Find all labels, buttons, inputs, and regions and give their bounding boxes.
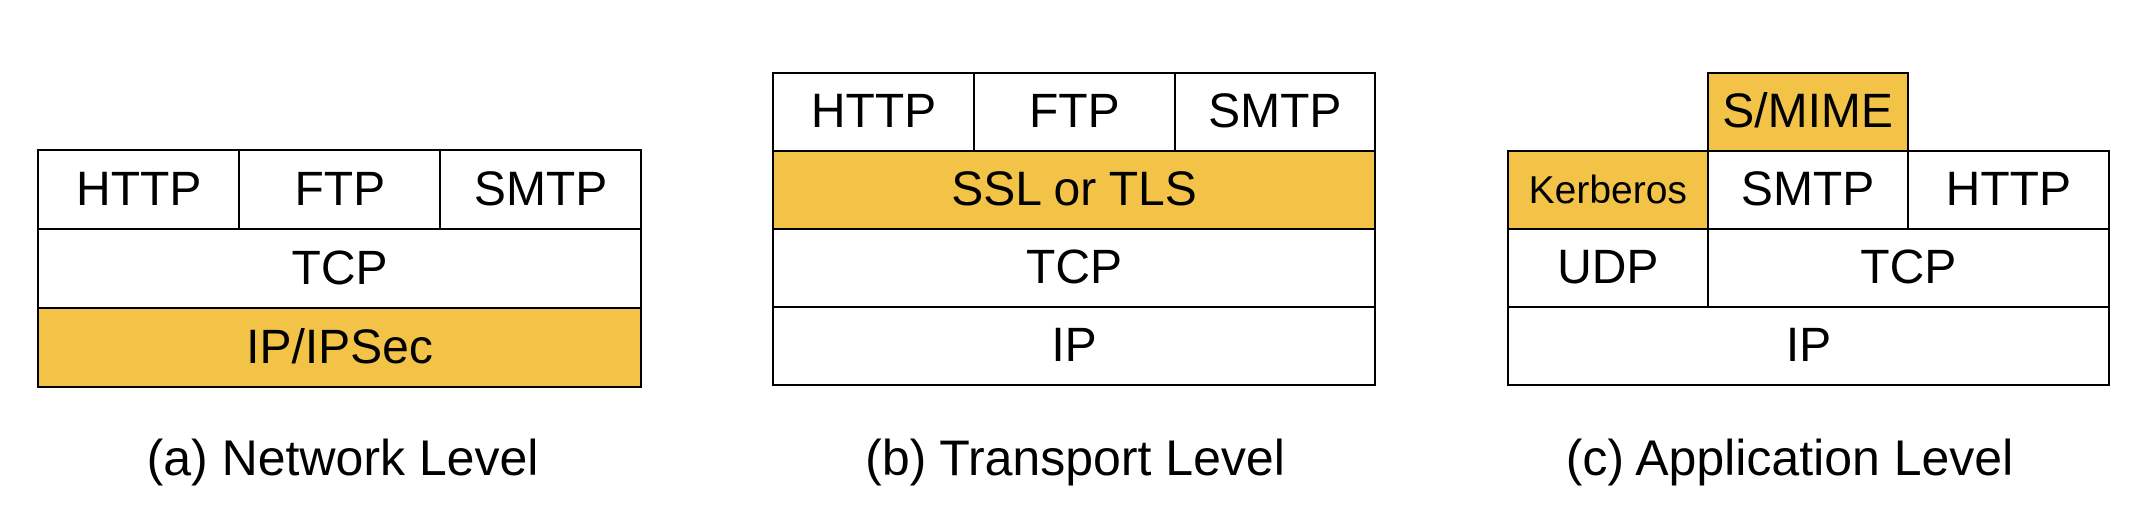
stack-a-cell-ftp: FTP: [238, 149, 442, 230]
stack-c-cell-smtp: SMTP: [1706, 150, 1909, 230]
caption-transport-level: (b) Transport Level: [865, 430, 1285, 486]
stack-c-cell-kerberos: Kerberos: [1507, 150, 1709, 230]
stack-b-row-security: SSL or TLS: [772, 150, 1376, 230]
stack-a-cell-smtp: SMTP: [439, 149, 642, 230]
stack-b-cell-http: HTTP: [771, 72, 976, 152]
stack-a-row-applications: HTTP FTP SMTP: [36, 149, 642, 230]
stack-a-cell-tcp: TCP: [37, 228, 642, 309]
stack-b-cell-tcp: TCP: [772, 228, 1376, 308]
stack-b-cell-smtp: SMTP: [1173, 72, 1377, 152]
stack-b-row-transport: TCP: [772, 228, 1376, 308]
stack-a-row-transport: TCP: [37, 228, 642, 309]
stack-c-cell-ip: IP: [1507, 306, 2110, 386]
stack-c-cell-http: HTTP: [1906, 150, 2111, 230]
stack-a-row-network: IP/IPSec: [37, 307, 642, 388]
stack-a-cell-ip-ipsec: IP/IPSec: [37, 307, 642, 388]
network-level-stack: HTTP FTP SMTP TCP IP/IPSec: [36, 149, 642, 388]
stack-c-row-security: S/MIME: [1508, 72, 2109, 152]
stack-c-cell-tcp: TCP: [1706, 228, 2111, 308]
stack-c-spacer-right: [1908, 73, 2109, 151]
stack-b-cell-ip: IP: [772, 306, 1376, 386]
stack-c-cell-smime: S/MIME: [1706, 72, 1909, 152]
stack-c-row-transport: UDP TCP: [1507, 228, 2111, 308]
stack-c-row-applications: Kerberos SMTP HTTP: [1507, 150, 2111, 230]
stack-b-row-applications: HTTP FTP SMTP: [771, 72, 1377, 152]
stack-b-cell-ftp: FTP: [973, 72, 1176, 152]
transport-level-stack: HTTP FTP SMTP SSL or TLS TCP IP: [771, 72, 1377, 386]
stack-b-row-network: IP: [772, 306, 1376, 386]
stack-c-row-network: IP: [1507, 306, 2110, 386]
caption-application-level: (c) Application Level: [1565, 430, 2014, 486]
caption-network-level: (a) Network Level: [146, 430, 539, 486]
application-level-stack: S/MIME Kerberos SMTP HTTP UDP TCP IP: [1507, 72, 2111, 386]
stack-a-cell-http: HTTP: [36, 149, 241, 230]
stack-c-cell-udp: UDP: [1507, 228, 1709, 308]
stack-c-spacer-left: [1508, 73, 1708, 151]
stack-b-cell-ssl-tls: SSL or TLS: [772, 150, 1376, 230]
